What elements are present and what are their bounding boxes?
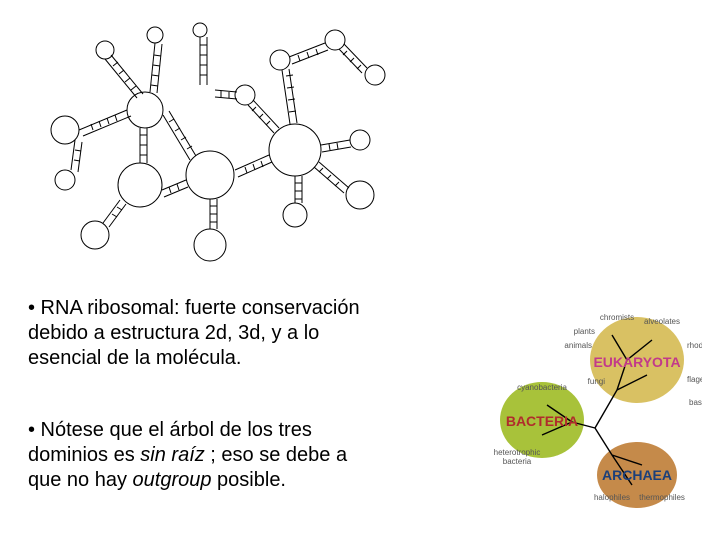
sublabel-bac-1: heterotrophic bbox=[494, 448, 541, 457]
bullet-1: • RNA ribosomal: fuerte conservación deb… bbox=[28, 296, 448, 371]
sublabel-euk-6: flagellates bbox=[687, 375, 702, 384]
bullet-1-line-1: • RNA ribosomal: fuerte conservación bbox=[28, 297, 360, 319]
label-archaea: ARCHAEA bbox=[602, 467, 672, 483]
sublabel-bac-0: cyanobacteria bbox=[517, 383, 567, 392]
bullet-1-line-2: debido a estructura 2d, 3d, y a lo bbox=[28, 322, 319, 344]
bullet-2-line-1: • Nótese que el árbol de los tres bbox=[28, 419, 312, 441]
bullet-2-line-3-pre: que no hay bbox=[28, 469, 133, 491]
rna-secondary-structure-figure bbox=[35, 0, 395, 280]
sublabel-euk-0: chromists bbox=[600, 313, 634, 322]
label-bacteria: BACTERIA bbox=[506, 413, 578, 429]
three-domain-tree: EUKARYOTA BACTERIA ARCHAEA chromists pla… bbox=[477, 290, 702, 515]
sublabel-euk-1: plants bbox=[574, 327, 595, 336]
bullet-1-line-3: esencial de la molécula. bbox=[28, 347, 241, 369]
sublabel-euk-2: alveolates bbox=[644, 317, 680, 326]
sublabel-arch-1: thermophiles bbox=[639, 493, 685, 502]
sublabel-euk-3: animals bbox=[564, 341, 592, 350]
sublabel-euk-4: rhodophytes bbox=[687, 341, 702, 350]
bullet-2-line-2-post: ; eso se debe a bbox=[205, 444, 347, 466]
bullet-2-line-3-post: posible. bbox=[212, 469, 287, 491]
sublabel-euk-7: basal protists bbox=[689, 398, 702, 407]
slide: • RNA ribosomal: fuerte conservación deb… bbox=[0, 0, 720, 540]
bullet-2-line-2-pre: dominios es bbox=[28, 444, 140, 466]
label-eukaryota: EUKARYOTA bbox=[593, 354, 680, 370]
sublabel-bac-2: bacteria bbox=[503, 457, 532, 466]
bullet-2-line-2-italic: sin raíz bbox=[140, 444, 204, 466]
sublabel-euk-5: fungi bbox=[588, 377, 606, 386]
bullet-2-line-3-italic: outgroup bbox=[133, 469, 212, 491]
sublabel-arch-0: halophiles bbox=[594, 493, 630, 502]
bullet-2: • Nótese que el árbol de los tres domini… bbox=[28, 418, 448, 493]
